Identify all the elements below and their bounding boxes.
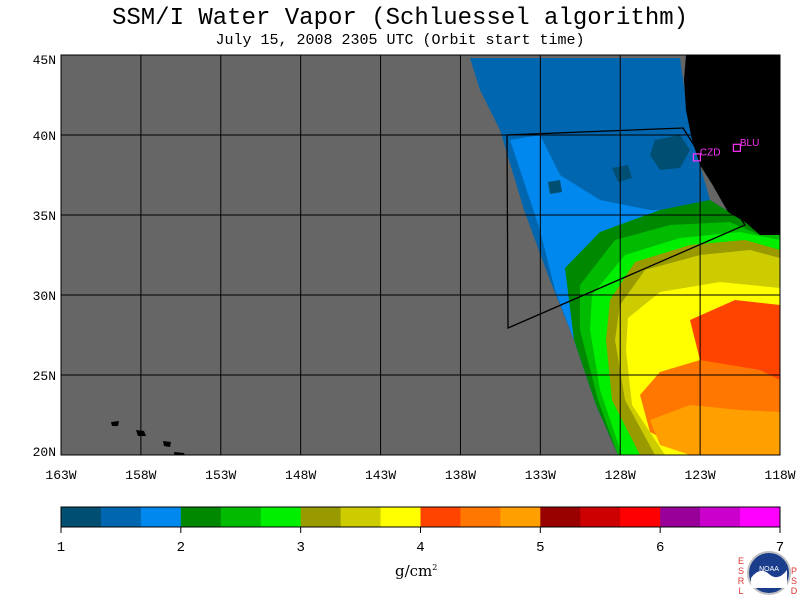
- station-label: CZD: [700, 147, 721, 158]
- colorbar-tick-label: 1: [57, 540, 65, 556]
- longitude-labels: 163W 158W 153W 148W 143W 138W 133W 128W 123W 118W: [45, 468, 795, 483]
- lon-tick-label: 128W: [605, 468, 636, 483]
- colorbar-swatch: [140, 507, 182, 527]
- colorbar-swatch: [100, 507, 142, 527]
- lat-tick-label: 20N: [33, 445, 56, 460]
- colorbar-swatch: [260, 507, 302, 527]
- lon-tick-label: 153W: [205, 468, 236, 483]
- colorbar-swatch: [460, 507, 501, 527]
- colorbar-swatch: [380, 507, 421, 527]
- domain-outline: [506, 127, 746, 329]
- colorbar-unit: g/cm2: [395, 562, 438, 580]
- colorbar-tick-label: 3: [296, 540, 304, 556]
- colorbar-tick-label: 7: [776, 540, 784, 556]
- colorbar-swatch: [620, 507, 661, 527]
- station-markers: CZD BLU: [692, 138, 759, 162]
- hawaiian-island-kauai: [111, 421, 119, 426]
- colorbar-swatch: [300, 507, 342, 527]
- map-frame: [60, 54, 781, 456]
- colorbar-swatch: [700, 507, 741, 527]
- vapor-zone-4.8: [650, 405, 780, 455]
- lon-tick-label: 138W: [445, 468, 476, 483]
- colorbar: [60, 506, 781, 528]
- lon-tick-label: 133W: [525, 468, 556, 483]
- lon-tick-label: 158W: [125, 468, 156, 483]
- lat-lon-grid: [61, 55, 780, 455]
- station-marker: [732, 143, 741, 152]
- colorbar-swatch: [340, 507, 382, 527]
- colorbar-tick-label: 6: [656, 540, 664, 556]
- colorbar-swatch: [660, 507, 701, 527]
- hawaiian-island-maui: [163, 441, 171, 447]
- vapor-zone-1.2b: [612, 165, 632, 182]
- colorbar-ticks: 1 2 3 4 5 6 7: [57, 527, 784, 556]
- colorbar-swatch: [740, 507, 781, 527]
- lon-tick-label: 123W: [685, 468, 716, 483]
- map-subtitle: July 15, 2008 2305 UTC (Orbit start time…: [215, 32, 585, 49]
- colorbar-swatch: [220, 507, 262, 527]
- lat-tick-label: 30N: [33, 289, 56, 304]
- noaa-badge-text: NOAA: [759, 566, 779, 573]
- latitude-labels: 45N 40N 35N 30N 25N 20N: [33, 53, 56, 460]
- colorbar-swatch: [61, 507, 102, 527]
- colorbar-swatch: [540, 507, 581, 527]
- colorbar-swatch: [500, 507, 541, 527]
- map-title: SSM/I Water Vapor (Schluessel algorithm): [111, 5, 689, 32]
- lat-tick-label: 45N: [33, 53, 56, 68]
- lat-tick-label: 25N: [33, 369, 56, 384]
- colorbar-swatch: [420, 507, 461, 527]
- colorbar-tick-label: 4: [416, 540, 424, 556]
- water-vapor-field: [111, 55, 780, 455]
- vapor-zone-1.2c: [548, 180, 562, 194]
- station-marker: [692, 153, 702, 162]
- lat-tick-label: 40N: [33, 129, 56, 144]
- colorbar-tick-label: 2: [177, 540, 185, 556]
- lon-tick-label: 148W: [285, 468, 316, 483]
- lon-tick-label: 143W: [365, 468, 396, 483]
- colorbar-swatch: [580, 507, 621, 527]
- lon-tick-label: 118W: [764, 468, 795, 483]
- station-label: BLU: [740, 138, 759, 149]
- noaa-logo: NOAA: [747, 551, 791, 595]
- lat-tick-label: 35N: [33, 209, 56, 224]
- vapor-zone-1.2: [650, 135, 690, 170]
- hawaiian-island-big: [174, 452, 185, 455]
- colorbar-tick-label: 5: [536, 540, 544, 556]
- colorbar-swatch: [180, 507, 222, 527]
- land-mass: [684, 55, 780, 235]
- lon-tick-label: 163W: [45, 468, 76, 483]
